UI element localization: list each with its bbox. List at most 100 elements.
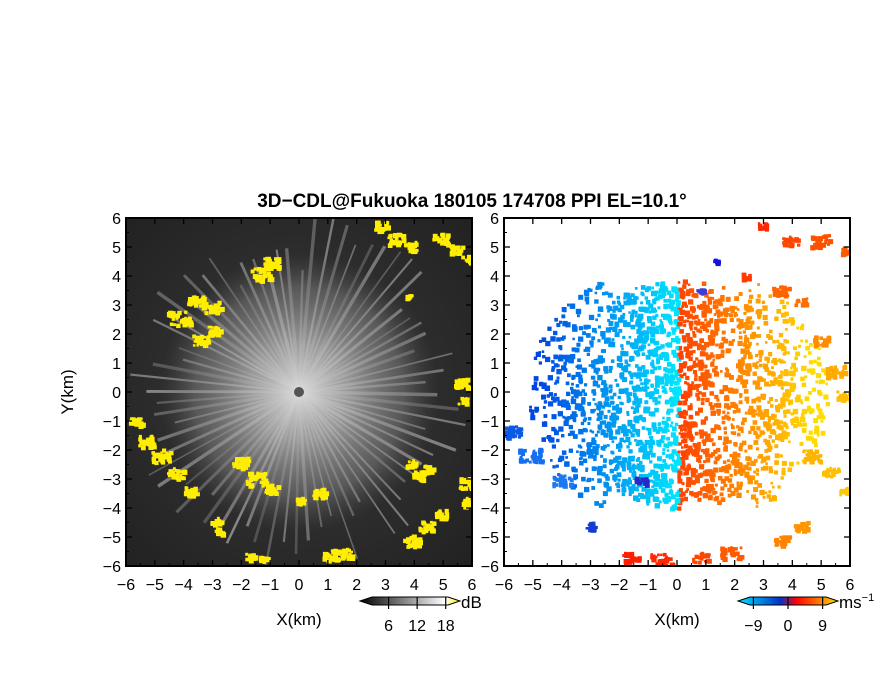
velocity-pixel [705, 397, 710, 403]
velocity-pixel [730, 431, 734, 435]
high-echo-pixel [146, 437, 152, 443]
velocity-pixel [687, 343, 693, 349]
velocity-pixel [763, 222, 768, 227]
velocity-pixel [580, 406, 585, 411]
high-echo-pixel [459, 479, 464, 485]
y-tick-label: 6 [112, 211, 121, 228]
velocity-pixel [652, 396, 658, 403]
high-echo-pixel [263, 266, 267, 270]
velocity-pixel [750, 425, 756, 431]
high-echo-pixel [392, 233, 399, 239]
velocity-pixel [765, 227, 769, 230]
velocity-pixel [699, 291, 703, 295]
velocity-pixel [837, 469, 841, 473]
velocity-pixel [675, 335, 679, 340]
velocity-pixel [629, 295, 632, 299]
colorbar-tick-label: 18 [437, 618, 455, 635]
velocity-pixel [640, 372, 645, 377]
velocity-pixel [576, 450, 579, 453]
velocity-pixel [813, 418, 819, 423]
velocity-pixel [789, 461, 794, 467]
velocity-pixel [663, 426, 669, 432]
velocity-pixel [670, 327, 674, 330]
high-echo-pixel [175, 313, 180, 319]
y-tick-label: 4 [490, 269, 499, 286]
velocity-pixel [692, 331, 696, 334]
high-echo-pixel [234, 459, 239, 464]
velocity-pixel [701, 347, 705, 351]
velocity-pixel [602, 491, 608, 497]
velocity-pixel [676, 455, 680, 460]
velocity-pixel [697, 407, 703, 413]
velocity-pixel [721, 330, 726, 335]
high-echo-pixel [256, 267, 262, 272]
velocity-pixel [616, 482, 620, 486]
velocity-pixel [585, 301, 590, 305]
velocity-pixel [737, 468, 744, 475]
velocity-pixel [656, 563, 660, 566]
velocity-pixel [694, 492, 700, 498]
velocity-pixel [779, 420, 783, 424]
velocity-pixel [790, 322, 795, 326]
velocity-pixel [719, 302, 723, 307]
velocity-pixel [697, 556, 702, 560]
velocity-pixel [592, 327, 597, 333]
velocity-pixel [710, 438, 714, 442]
high-echo-pixel [424, 470, 430, 476]
velocity-pixel [686, 336, 693, 343]
high-echo-pixel [444, 512, 448, 515]
high-echo-pixel [438, 509, 442, 513]
velocity-pixel [710, 483, 714, 488]
velocity-pixel [723, 548, 728, 552]
velocity-pixel [727, 459, 730, 463]
velocity-pixel [729, 305, 735, 311]
velocity-pixel [745, 371, 751, 377]
velocity-pixel [810, 245, 816, 251]
x-tick-label: −1 [639, 577, 657, 594]
velocity-pixel [648, 472, 651, 476]
velocity-pixel [632, 467, 636, 471]
velocity-pixel [683, 390, 687, 395]
velocity-pixel [661, 390, 665, 393]
velocity-pixel [705, 294, 709, 298]
velocity-pixel [829, 365, 834, 371]
velocity-pixel [662, 448, 666, 452]
velocity-pixel [725, 394, 729, 399]
velocity-pixel [765, 455, 771, 461]
velocity-pixel [562, 483, 568, 489]
velocity-pixel [676, 381, 680, 385]
velocity-pixel [578, 326, 583, 331]
velocity-pixel [664, 381, 669, 387]
high-echo-pixel [396, 242, 402, 248]
velocity-pixel [646, 326, 651, 331]
velocity-pixel [597, 281, 603, 287]
high-echo-pixel [219, 306, 225, 313]
velocity-pixel [624, 391, 628, 395]
high-echo-pixel [314, 488, 320, 494]
velocity-pixel [762, 305, 768, 311]
velocity-pixel [691, 424, 695, 428]
high-echo-pixel [414, 473, 419, 479]
velocity-pixel [652, 480, 656, 484]
velocity-pixel [677, 281, 681, 284]
high-echo-pixel [441, 515, 445, 519]
velocity-pixel [733, 314, 737, 318]
velocity-pixel [568, 448, 573, 453]
velocity-pixel [705, 558, 710, 564]
velocity-pixel [646, 456, 651, 460]
velocity-pixel [780, 386, 784, 390]
velocity-pixel [580, 421, 585, 426]
velocity-pixel [644, 380, 649, 385]
velocity-pixel [820, 419, 824, 423]
velocity-pixel [637, 439, 643, 446]
colorbar-tick-label: 12 [408, 618, 426, 635]
velocity-pixel [705, 322, 711, 328]
velocity-pixel [572, 337, 575, 341]
velocity-pixel [671, 426, 677, 432]
velocity-pixel [702, 439, 707, 444]
velocity-pixel [569, 303, 576, 309]
velocity-pixel [800, 376, 805, 381]
velocity-pixel [710, 405, 715, 410]
velocity-pixel [570, 414, 575, 419]
velocity-pixel [692, 340, 698, 347]
